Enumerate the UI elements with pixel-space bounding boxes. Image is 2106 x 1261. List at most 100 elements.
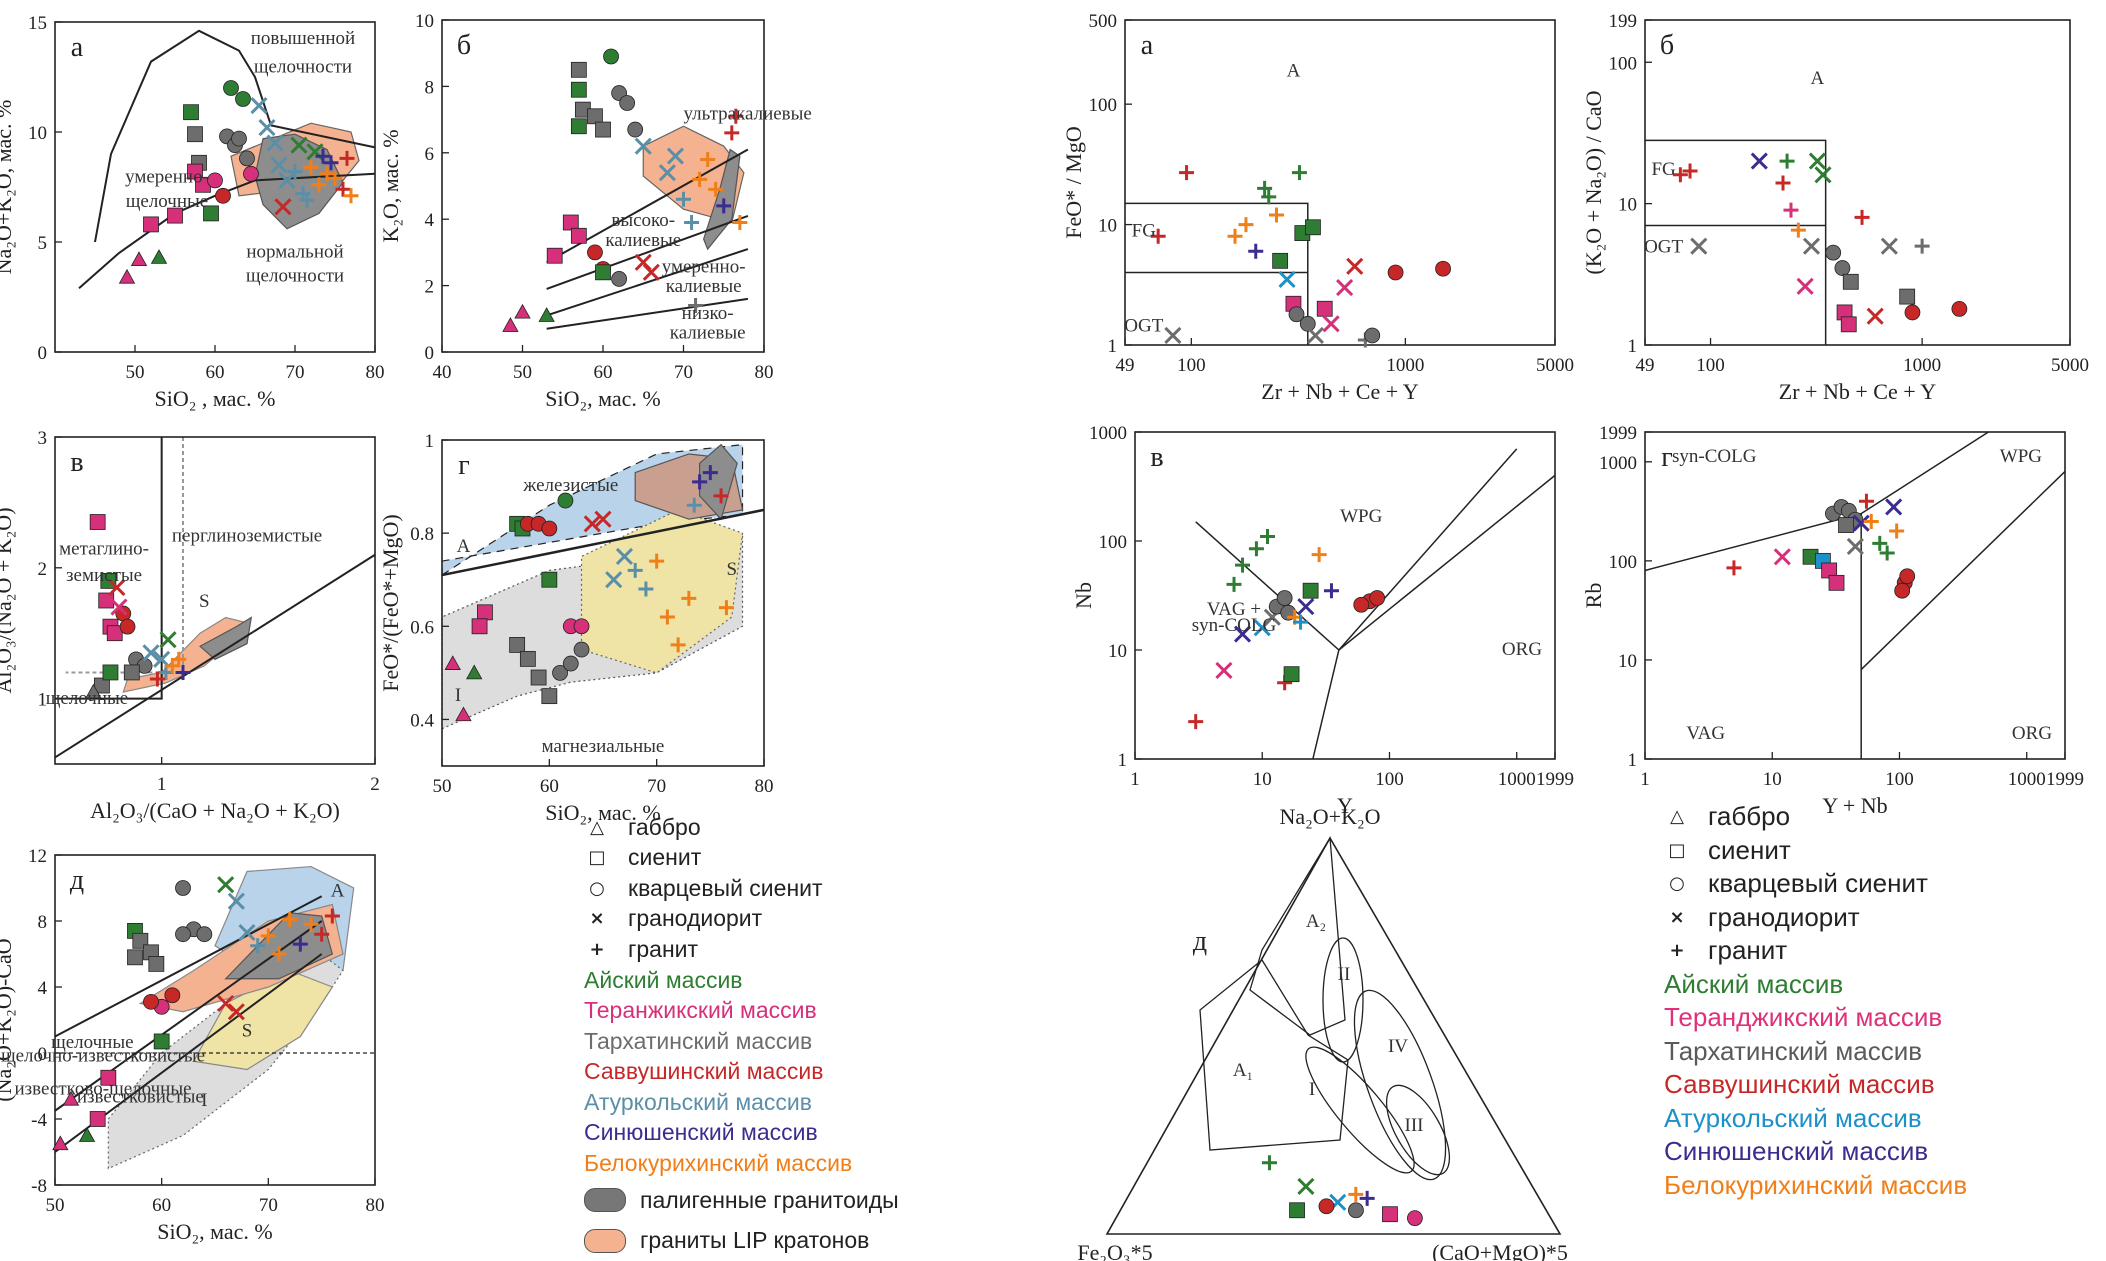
data-point	[708, 181, 724, 197]
data-point	[217, 876, 235, 894]
data-point	[1316, 300, 1333, 317]
y-tick-label: 15	[28, 13, 47, 34]
data-point	[250, 938, 266, 954]
annotation: I	[455, 685, 461, 706]
y-tick-label: 1000	[1089, 423, 1127, 444]
y-tick-label: 100	[1609, 552, 1638, 573]
annotation: WPG	[1340, 506, 1383, 527]
metaluminous-boundary	[55, 437, 163, 700]
legend-symbol-row: + гранит	[584, 934, 984, 965]
data-point	[684, 215, 700, 231]
x-axis-label: Zr + Nb + Ce + Y	[1261, 379, 1418, 404]
annotation: II	[1338, 964, 1351, 985]
data-point	[324, 908, 340, 924]
y-tick-label: 8	[38, 912, 48, 933]
x-tick-label: 50	[513, 362, 532, 383]
data-point	[187, 163, 203, 180]
data-point	[538, 307, 555, 322]
data-point	[164, 987, 181, 1004]
annotation: железистые	[522, 475, 618, 496]
legend-massif: Белокурихинский массив	[584, 1149, 853, 1176]
data-point	[541, 688, 558, 705]
legend-massif: Теранжикский массив	[584, 997, 817, 1023]
data-point	[724, 125, 740, 141]
plot-frame	[54, 436, 376, 765]
data-point	[595, 121, 611, 138]
data-point	[562, 655, 579, 672]
x-tick-label: 80	[755, 362, 774, 383]
data-point	[552, 664, 568, 681]
x-tick-label: 1	[1640, 769, 1650, 790]
y-tick-label: 10	[1618, 195, 1637, 216]
annotation: FG	[1651, 159, 1676, 180]
data-point	[681, 590, 697, 606]
annotation: I	[1309, 1079, 1315, 1100]
x-tick-label: 80	[366, 1195, 385, 1216]
y-tick-label: -4	[31, 1110, 47, 1131]
data-point	[1899, 568, 1916, 585]
x-tick-label: 1000	[2008, 769, 2046, 790]
annotation: нормальной	[246, 241, 343, 262]
x-axis-label: Al₂O₃/(CaO + Na₂O + K₂O)	[90, 798, 340, 823]
data-point	[260, 928, 276, 944]
data-point	[1302, 582, 1319, 599]
data-point	[1311, 547, 1327, 563]
data-point	[471, 618, 488, 635]
data-point	[1353, 596, 1370, 613]
y-tick-label: 3	[38, 428, 48, 449]
square-icon: □	[588, 847, 606, 869]
data-point	[1690, 237, 1708, 255]
legend-label: сиенит	[1708, 834, 1791, 865]
y-tick-label: 10	[1108, 641, 1127, 662]
data-point	[732, 215, 748, 231]
circle-icon: ○	[1669, 873, 1685, 895]
chart-feo: 50 60 70 80 0.4 0.6 0.8 1 SiO₂, мас. % FeO*/(FeO*…	[378, 431, 774, 825]
chart-k2o: 40 50 60 70 80 0 2 4 6 8 10 SiO₂, мас. % K₂O, мас. %…	[378, 11, 812, 411]
data-point	[583, 515, 601, 533]
data-point	[1179, 165, 1195, 181]
y-axis-label: Al₂O₃/(Na₂O + K₂O)	[0, 507, 16, 693]
legend-label: гранодиорит	[1708, 901, 1860, 932]
data-point	[171, 651, 187, 667]
data-point	[659, 609, 675, 625]
data-point	[1854, 209, 1870, 225]
data-point	[217, 994, 235, 1013]
y-tick-label: 0.4	[410, 710, 434, 731]
legend-field: палигенные гранитоиды	[584, 1182, 984, 1219]
data-point	[570, 118, 587, 135]
data-point	[573, 641, 590, 658]
data-point	[1226, 576, 1242, 592]
data-point	[270, 156, 288, 174]
y-tick-label: 12	[28, 846, 47, 867]
data-point	[187, 126, 203, 143]
data-point	[311, 177, 327, 193]
alkalinity-upper	[94, 29, 376, 243]
legend-massif: Белокурихинский массив	[1664, 1169, 1968, 1200]
data-point	[627, 121, 644, 138]
data-point	[196, 926, 213, 943]
data-point	[1272, 252, 1289, 269]
y-tick-label: 0	[38, 343, 48, 364]
data-point	[1348, 1202, 1364, 1219]
plot-frame	[1134, 431, 1556, 760]
x-tick-label: 100	[1177, 355, 1206, 376]
data-point	[319, 166, 335, 182]
x-tick-label: 10	[1763, 769, 1782, 790]
legend-symbol-row: × гранодиорит	[584, 904, 984, 935]
data-point	[250, 97, 268, 115]
data-point	[303, 916, 319, 932]
annotation: OGT	[1644, 237, 1683, 258]
data-point	[1783, 202, 1799, 218]
x-tick-label: 60	[594, 362, 613, 383]
data-point	[541, 571, 558, 588]
legend-label: кварцевый сиенит	[1708, 868, 1928, 899]
data-point	[557, 492, 574, 509]
x-tick-label: 70	[286, 362, 305, 383]
x-axis-label: Y	[1337, 793, 1353, 818]
y-tick-label: 5	[38, 233, 48, 254]
data-point	[1348, 1186, 1364, 1202]
legend-label: габбро	[1708, 801, 1791, 832]
data-point	[688, 298, 704, 314]
data-point	[183, 104, 199, 121]
annotation: ORG	[1502, 639, 1542, 660]
